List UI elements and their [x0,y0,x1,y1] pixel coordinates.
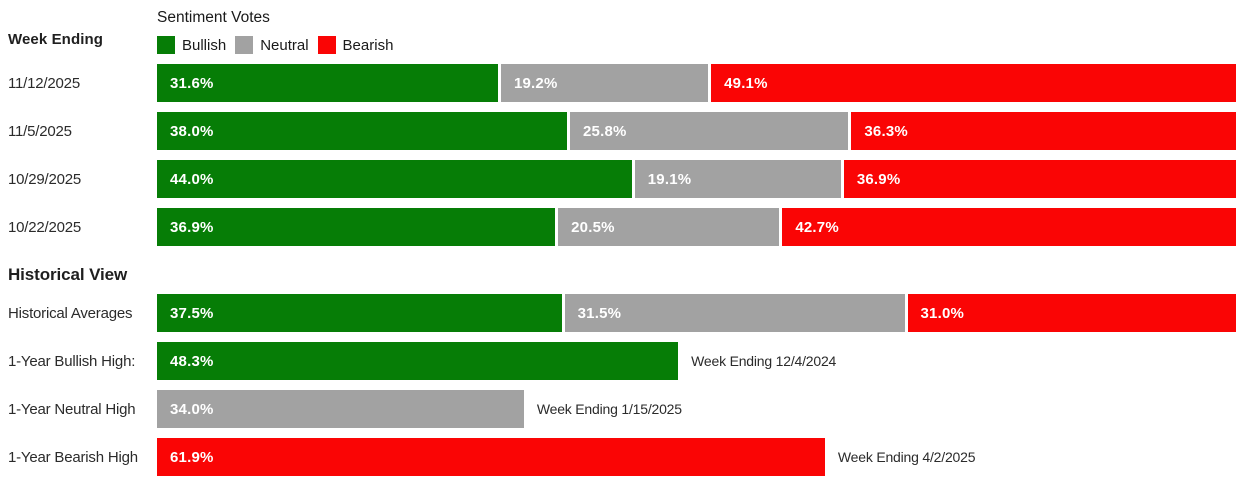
bar-annotation: Week Ending 4/2/2025 [837,449,976,465]
bar-value-label: 61.9% [170,448,214,466]
legend-item-bearish: Bearish [317,36,394,54]
bearish-bar-segment: 31.0% [907,294,1236,332]
sentiment-row: 11/12/2025 31.6% 19.2% 49.1% [0,64,1246,102]
legend-item-neutral: Neutral [235,36,309,54]
row-label: 10/29/2025 [8,170,82,188]
bar-track: 31.6% 19.2% 49.1% [157,64,1236,102]
sentiment-row: 10/29/2025 44.0% 19.1% 36.9% [0,160,1246,198]
neutral-bar-segment: 19.1% [634,160,841,198]
row-label: 1-Year Bullish High: [8,352,136,370]
row-label: 11/5/2025 [8,122,72,140]
chart-title: Sentiment Votes [157,9,270,26]
bar-track: 44.0% 19.1% 36.9% [157,160,1236,198]
bar-value-label: 44.0% [170,170,214,188]
bar-value-label: 48.3% [170,352,214,370]
legend-label: Neutral [260,36,309,54]
bar-track: 38.0% 25.8% 36.3% [157,112,1236,150]
bar-annotation: Week Ending 1/15/2025 [536,401,682,417]
bullish-bar-segment: 48.3% [157,342,679,380]
sentiment-row: 1-Year Bullish High: 48.3% Week Ending 12/… [0,342,1246,380]
neutral-bar-segment: 19.2% [500,64,709,102]
bearish-bar-segment: 61.9% [157,438,825,476]
bar-value-label: 31.5% [577,304,622,322]
historical-view-heading: Historical View [8,265,128,284]
bar-track: 48.3% Week Ending 12/4/2024 [157,342,1236,380]
sentiment-row: 1-Year Bearish High 61.9% Week Ending 4/2/… [0,438,1246,476]
bar-track: 34.0% Week Ending 1/15/2025 [157,390,1236,428]
bar-annotation: Week Ending 12/4/2024 [691,353,837,369]
bar-value-label: 19.1% [647,170,692,188]
chart-header: Week Ending Sentiment Votes Bullish Neutr… [0,0,1246,64]
sentiment-row: Historical Averages 37.5% 31.5% 31.0% [0,294,1246,332]
bearish-bar-segment: 36.3% [851,112,1236,150]
bearish-legend-swatch-icon [317,36,336,54]
bar-value-label: 42.7% [795,218,839,236]
sentiment-row: 10/22/2025 36.9% 20.5% 42.7% [0,208,1246,246]
bullish-legend-swatch-icon [157,36,175,54]
bullish-bar-segment: 31.6% [157,64,498,102]
neutral-bar-segment: 20.5% [558,208,780,246]
bar-value-label: 25.8% [583,122,627,140]
chart-legend: Bullish Neutral Bearish [157,36,402,54]
bar-value-label: 34.0% [170,400,214,418]
historical-rows: Historical Averages 37.5% 31.5% 31.0% 1-Year… [0,294,1246,476]
bar-value-label: 31.6% [170,74,214,92]
bar-value-label: 36.9% [170,218,214,236]
bullish-bar-segment: 38.0% [157,112,568,150]
week-ending-column-header: Week Ending [8,31,104,48]
legend-label: Bullish [182,36,227,54]
bearish-bar-segment: 49.1% [711,64,1236,102]
bar-track: 61.9% Week Ending 4/2/2025 [157,438,1236,476]
bar-value-label: 36.3% [864,122,908,140]
sentiment-row: 11/5/2025 38.0% 25.8% 36.3% [0,112,1246,150]
bullish-bar-segment: 36.9% [157,208,556,246]
bar-value-label: 38.0% [170,122,214,140]
neutral-bar-segment: 31.5% [564,294,905,332]
bar-value-label: 37.5% [170,304,214,322]
neutral-bar-segment: 34.0% [157,390,524,428]
bullish-bar-segment: 37.5% [157,294,562,332]
row-label: Historical Averages [8,304,133,322]
neutral-legend-swatch-icon [235,36,254,54]
bar-track: 37.5% 31.5% 31.0% [157,294,1236,332]
row-label: 1-Year Bearish High [8,448,138,466]
bullish-bar-segment: 44.0% [157,160,632,198]
bearish-bar-segment: 42.7% [782,208,1236,246]
neutral-bar-segment: 25.8% [570,112,849,150]
bar-value-label: 49.1% [724,74,768,92]
sentiment-row: 1-Year Neutral High 34.0% Week Ending 1/15… [0,390,1246,428]
bar-track: 36.9% 20.5% 42.7% [157,208,1236,246]
weekly-sentiment-rows: 11/12/2025 31.6% 19.2% 49.1% 11/5/2025 38.0% 2… [0,64,1246,246]
bar-value-label: 20.5% [571,218,615,236]
bar-value-label: 31.0% [920,304,965,322]
bearish-bar-segment: 36.9% [843,160,1236,198]
legend-label: Bearish [342,36,394,54]
row-label: 1-Year Neutral High [8,400,136,418]
row-label: 10/22/2025 [8,218,82,236]
legend-item-bullish: Bullish [157,36,226,54]
row-label: 11/12/2025 [8,74,80,92]
bar-value-label: 36.9% [856,170,901,188]
bar-value-label: 19.2% [513,74,558,92]
